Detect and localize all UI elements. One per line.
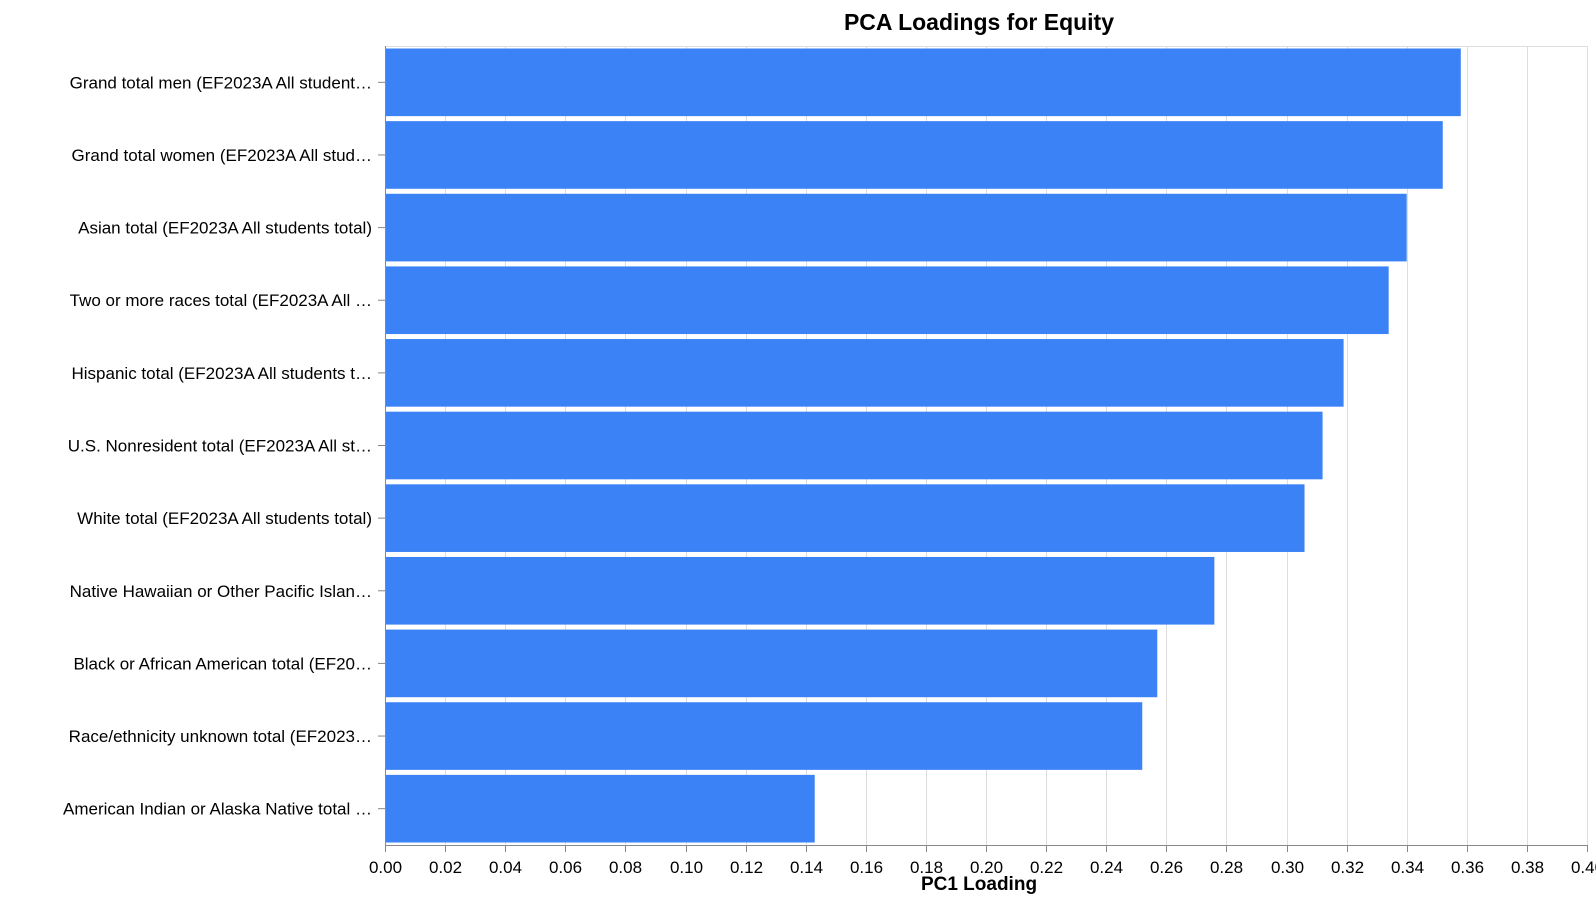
category-label: U.S. Nonresident total (EF2023A All st… xyxy=(68,437,372,456)
x-axis-title: PC1 Loading xyxy=(921,874,1037,895)
bar[interactable] xyxy=(385,556,1215,625)
bar[interactable] xyxy=(385,702,1143,770)
x-tick-label: 0.34 xyxy=(1391,858,1424,877)
category-label: Grand total men (EF2023A All student… xyxy=(70,73,372,92)
bar[interactable] xyxy=(385,193,1407,262)
category-label: Grand total women (EF2023A All stud… xyxy=(72,146,373,165)
x-tick-label: 0.26 xyxy=(1150,858,1183,877)
x-tick-label: 0.24 xyxy=(1090,858,1123,877)
bar[interactable] xyxy=(385,411,1323,480)
bar[interactable] xyxy=(385,48,1461,117)
x-tick-label: 0.08 xyxy=(609,858,642,877)
category-label: White total (EF2023A All students total) xyxy=(77,509,372,528)
bar-layer xyxy=(385,48,1461,843)
x-tick-label: 0.16 xyxy=(850,858,883,877)
x-tick-label: 0.04 xyxy=(489,858,522,877)
category-labels: Grand total men (EF2023A All student… Gra… xyxy=(63,73,372,818)
x-tick-label: 0.28 xyxy=(1210,858,1243,877)
x-tick-label: 0.22 xyxy=(1030,858,1063,877)
x-tick-label: 0.06 xyxy=(549,858,582,877)
category-label: Two or more races total (EF2023A All … xyxy=(70,291,372,310)
category-label: American Indian or Alaska Native total … xyxy=(63,800,372,819)
x-tick-label: 0.36 xyxy=(1451,858,1484,877)
category-label: Hispanic total (EF2023A All students t… xyxy=(72,364,373,383)
x-tick-label: 0.02 xyxy=(429,858,462,877)
chart-title: PCA Loadings for Equity xyxy=(844,9,1114,35)
x-tick-label: 0.32 xyxy=(1331,858,1364,877)
bar[interactable] xyxy=(385,629,1158,698)
category-label: Black or African American total (EF20… xyxy=(73,654,372,673)
category-label: Native Hawaiian or Other Pacific Islan… xyxy=(70,582,372,601)
bar[interactable] xyxy=(385,484,1305,552)
bar[interactable] xyxy=(385,339,1344,407)
bar[interactable] xyxy=(385,121,1443,189)
x-tick-label: 0.20 xyxy=(970,858,1003,877)
category-label: Asian total (EF2023A All students total) xyxy=(78,219,372,238)
bar[interactable] xyxy=(385,266,1389,335)
axis-layer: 0.00 0.02 0.04 0.06 0.08 0.10 0.12 0.14 0.16 0.18… xyxy=(369,46,1596,877)
x-tick-label: 0.00 xyxy=(369,858,402,877)
x-tick-label: 0.14 xyxy=(790,858,823,877)
x-tick-label: 0.12 xyxy=(730,858,763,877)
category-label: Race/ethnicity unknown total (EF2023… xyxy=(69,727,372,746)
bar[interactable] xyxy=(385,774,815,843)
x-tick-label: 0.18 xyxy=(910,858,943,877)
x-tick-label: 0.38 xyxy=(1511,858,1544,877)
x-tick-label: 0.40 xyxy=(1571,858,1596,877)
x-tick-label: 0.30 xyxy=(1271,858,1304,877)
x-tick-label: 0.10 xyxy=(670,858,703,877)
